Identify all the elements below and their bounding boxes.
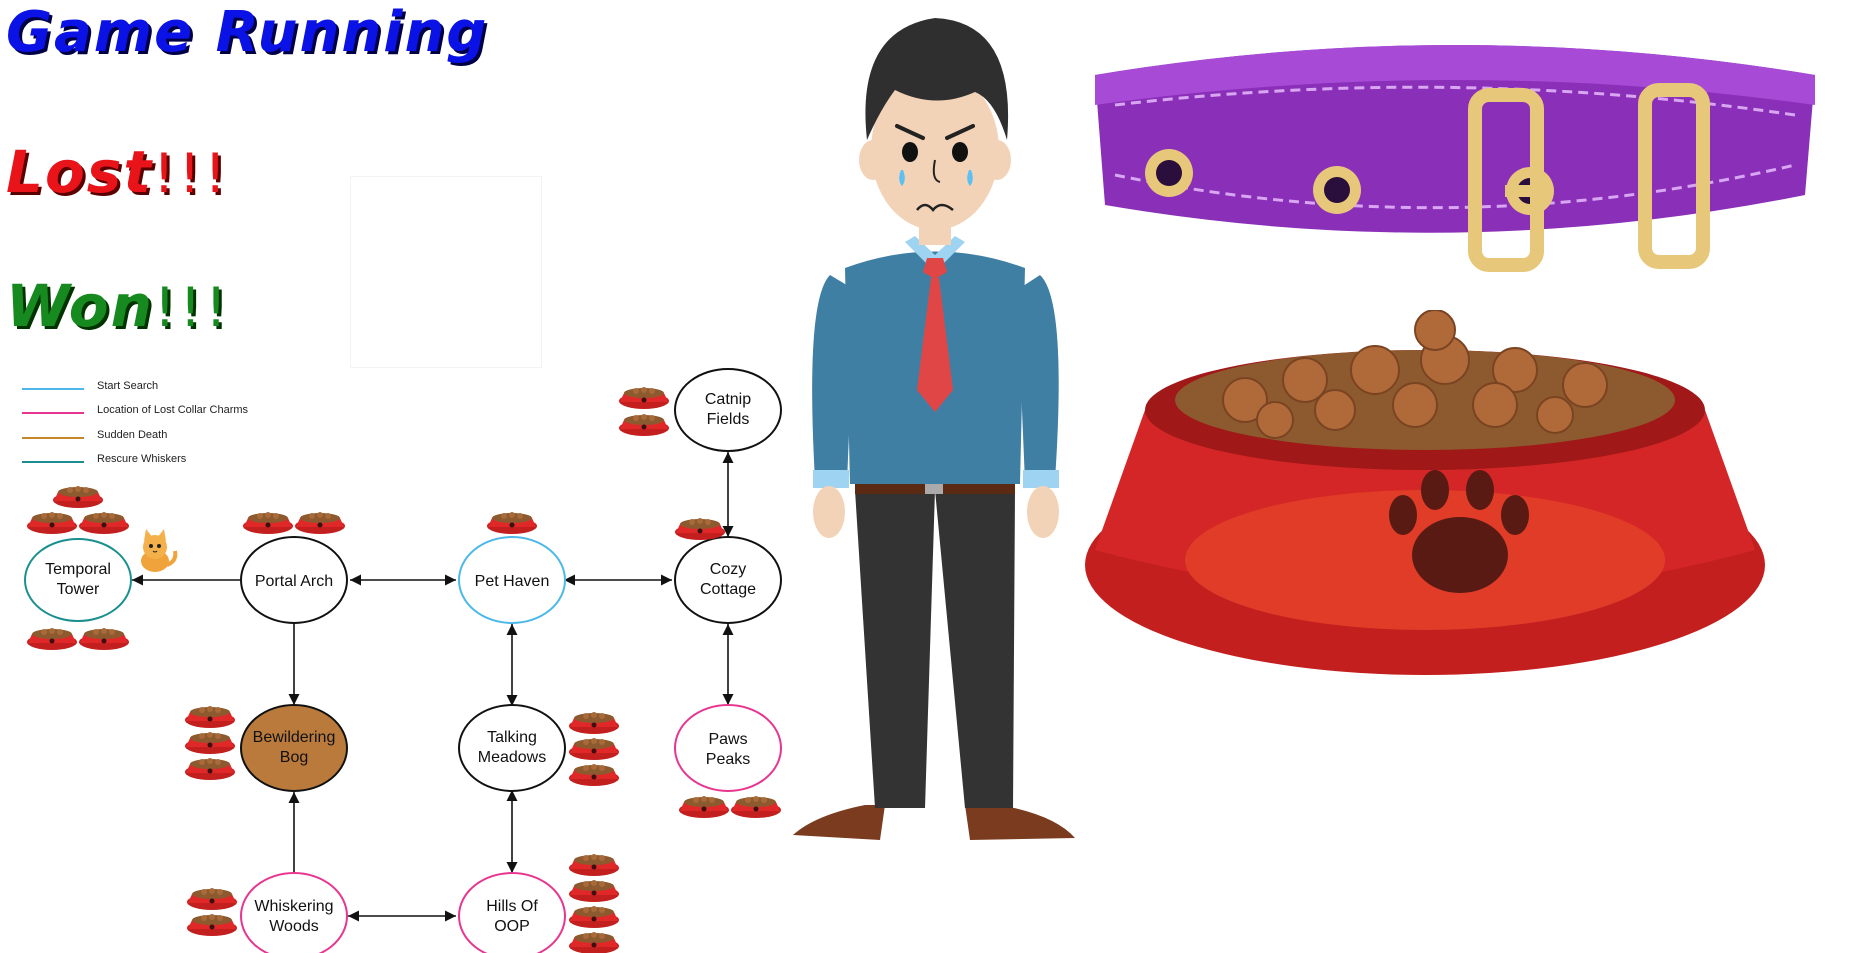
purple-collar-illustration xyxy=(1095,45,1815,272)
legend-label-rescue: Rescure Whiskers xyxy=(97,453,187,465)
food-bowl-icon xyxy=(79,512,129,534)
node-bewildering-bog[interactable]: Bewildering Bog xyxy=(240,704,348,792)
node-temporal-tower[interactable]: Temporal Tower xyxy=(24,538,132,622)
food-bowl-icon xyxy=(27,512,77,534)
food-bowl-icon xyxy=(569,880,619,902)
node-talking-meadows[interactable]: Talking Meadows xyxy=(458,704,566,792)
won-status: Won!!! xyxy=(5,271,231,341)
food-bowl-icon xyxy=(619,387,669,409)
paw-print-icon xyxy=(1389,470,1529,593)
food-bowl-icon xyxy=(487,512,537,534)
lost-text: Lost xyxy=(5,137,154,207)
game-running-status: Game Running xyxy=(5,0,489,66)
food-bowl-icon xyxy=(79,628,129,650)
food-bowl-icon xyxy=(569,712,619,734)
legend-line-rescue xyxy=(22,461,84,463)
node-whiskering-woods[interactable]: Whiskering Woods xyxy=(240,872,348,953)
lost-exclamation: !!! xyxy=(153,142,231,205)
food-bowl-icon xyxy=(185,732,235,754)
world-map: Temporal Tower Portal Arch Pet Haven Cozy… xyxy=(24,368,782,953)
food-bowl-icon xyxy=(569,932,619,953)
food-bowl-icon xyxy=(185,758,235,780)
food-bowl-icon xyxy=(619,414,669,436)
legend-label-charms: Location of Lost Collar Charms xyxy=(97,404,249,416)
won-text: Won xyxy=(5,271,154,341)
food-bowl-icon xyxy=(53,486,103,508)
node-label-pet-haven: Pet Haven xyxy=(475,573,550,590)
food-bowl-icon xyxy=(187,914,237,936)
food-bowl-icon xyxy=(187,888,237,910)
food-bowl-icon xyxy=(569,854,619,876)
food-bowl-icons xyxy=(27,387,781,953)
blank-panel xyxy=(350,176,542,368)
food-bowl-icon xyxy=(185,706,235,728)
lost-status: Lost!!! xyxy=(5,137,231,207)
node-portal-arch[interactable]: Portal Arch xyxy=(240,536,348,624)
food-bowl-icon xyxy=(679,796,729,818)
food-bowl-icon xyxy=(675,518,725,540)
game-running-text: Game Running xyxy=(5,0,489,66)
node-label-temporal-tower: Temporal Tower xyxy=(45,561,111,598)
legend-line-death xyxy=(22,437,84,439)
node-cozy-cottage[interactable]: Cozy Cottage xyxy=(674,536,782,624)
legend-line-charms xyxy=(22,412,84,414)
node-label-portal-arch: Portal Arch xyxy=(255,573,333,590)
food-bowl-icon xyxy=(27,628,77,650)
sad-man-illustration xyxy=(793,18,1075,840)
food-bowl-icon xyxy=(243,512,293,534)
legend-label-death: Sudden Death xyxy=(97,429,168,441)
food-bowl-icon xyxy=(569,738,619,760)
legend-label-start: Start Search xyxy=(97,380,159,392)
food-bowl-icon xyxy=(569,906,619,928)
won-exclamation: !!! xyxy=(153,276,231,339)
food-bowl-icon xyxy=(569,764,619,786)
node-paws-peaks[interactable]: Paws Peaks xyxy=(674,704,782,792)
node-pet-haven[interactable]: Pet Haven xyxy=(458,536,566,624)
pet-food-bowl-illustration xyxy=(1085,310,1765,675)
food-bowl-icon xyxy=(295,512,345,534)
legend-line-start xyxy=(22,388,84,390)
food-bowl-icon xyxy=(731,796,781,818)
kitten-icon xyxy=(141,529,178,572)
map-connections xyxy=(132,452,734,922)
node-hills-of-oop[interactable]: Hills Of OOP xyxy=(458,872,566,953)
node-catnip-fields[interactable]: Catnip Fields xyxy=(674,368,782,452)
